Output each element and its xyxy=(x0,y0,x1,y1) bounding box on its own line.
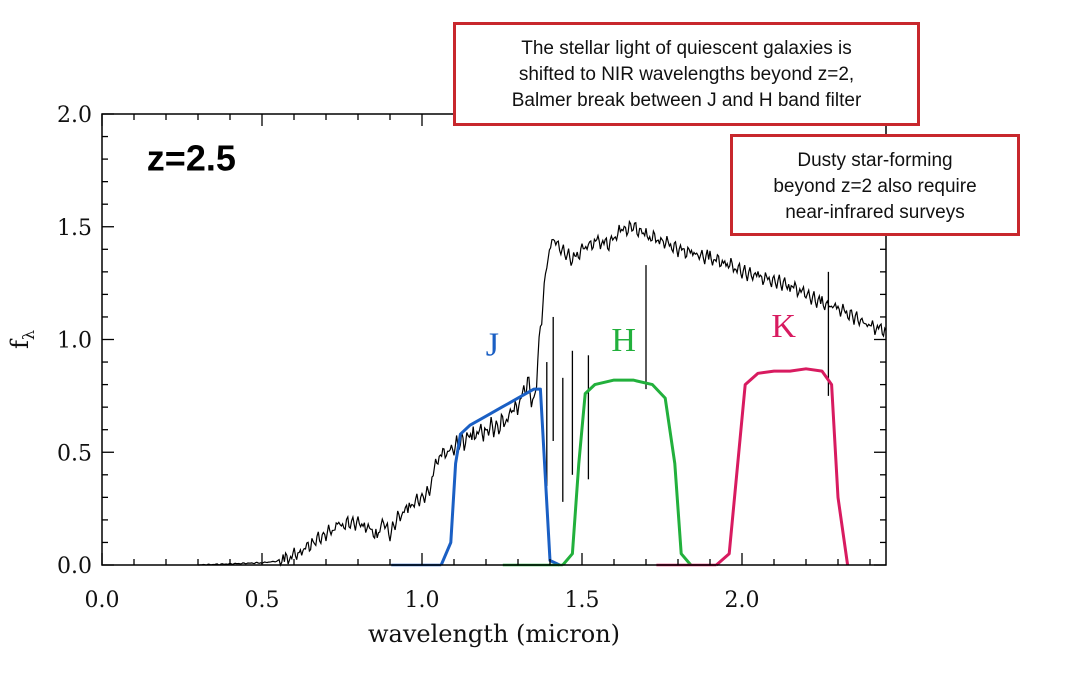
band-label-J: J xyxy=(486,326,499,363)
tick-labels: 0.0 0.5 1.0 1.5 2.0 0.0 0.5 1.0 1.5 2.0 xyxy=(57,103,760,613)
y-tick-label: 1.5 xyxy=(57,216,92,241)
y-tick-label: 0.0 xyxy=(57,554,92,579)
note-line: Dusty star-forming xyxy=(797,150,953,171)
quiescent-galaxies-note: The stellar light of quiescent galaxies … xyxy=(453,22,920,126)
x-tick-label: 0.5 xyxy=(245,588,280,613)
filter-J-curve xyxy=(439,387,561,567)
redshift-label: z=2.5 xyxy=(147,137,236,178)
y-tick-label: 1.0 xyxy=(57,329,92,354)
x-tick-label: 0.0 xyxy=(85,588,120,613)
chart-marks xyxy=(198,219,887,567)
note-line: beyond z=2 also require xyxy=(773,176,977,197)
band-label-K: K xyxy=(771,308,796,345)
note-line: shifted to NIR wavelengths beyond z=2, xyxy=(518,64,855,85)
y-tick-label: 2.0 xyxy=(57,103,92,128)
y-tick-label: 0.5 xyxy=(57,441,92,466)
note-line: The stellar light of quiescent galaxies … xyxy=(521,38,852,59)
y-axis-title-subscript: λ xyxy=(19,330,38,340)
filter-K-curve xyxy=(715,367,850,567)
spectrum-line xyxy=(198,219,887,567)
x-tick-label: 1.5 xyxy=(565,588,600,613)
x-tick-label: 1.0 xyxy=(405,588,440,613)
filter-H-curve xyxy=(561,378,692,566)
x-tick-label: 2.0 xyxy=(725,588,760,613)
dusty-star-forming-note: Dusty star-forming beyond z=2 also requi… xyxy=(730,134,1020,236)
note-line: Balmer break between J and H band filter xyxy=(511,90,862,111)
y-axis-title: fλ xyxy=(6,330,38,349)
x-axis-title: wavelength (micron) xyxy=(368,620,620,648)
band-label-H: H xyxy=(611,322,636,359)
y-axis-title-main: f xyxy=(6,338,34,349)
note-line: near-infrared surveys xyxy=(785,202,965,223)
